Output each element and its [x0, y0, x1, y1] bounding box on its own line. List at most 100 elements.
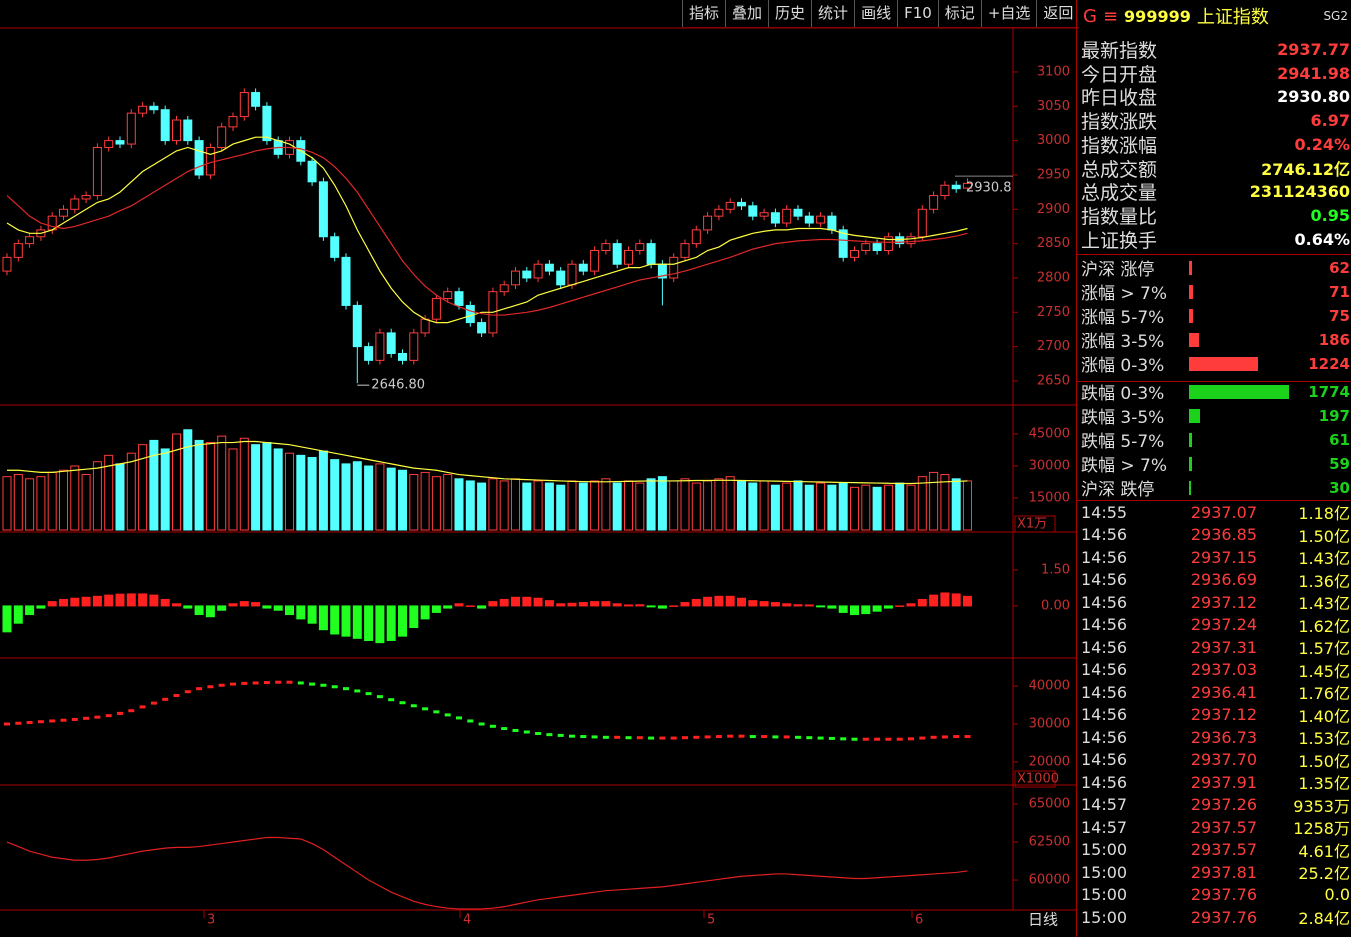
bar — [544, 482, 554, 531]
y-tick-label: 40000 — [1029, 679, 1070, 694]
bar — [160, 448, 170, 531]
toolbar-button[interactable]: F10 — [897, 0, 938, 27]
bar — [850, 605, 859, 616]
bar — [398, 605, 407, 637]
stat-row: 指数涨幅 0.24% — [1081, 133, 1350, 157]
toolbar-button[interactable]: +自选 — [980, 0, 1037, 27]
bar — [499, 598, 509, 607]
bar — [533, 597, 543, 607]
dot — [207, 685, 214, 689]
toolbar-button[interactable]: 叠加 — [725, 0, 768, 27]
toolbar-button[interactable]: 统计 — [811, 0, 854, 27]
bar — [624, 480, 633, 531]
toolbar-button[interactable]: 画线 — [854, 0, 897, 27]
bar — [92, 595, 102, 607]
dot — [896, 737, 903, 741]
dot — [444, 713, 451, 717]
trade-amount: 1.18亿 — [1298, 504, 1350, 523]
bar — [194, 439, 204, 531]
bar — [172, 603, 181, 607]
dot — [94, 715, 101, 719]
trade-price: 2937.91 — [1190, 772, 1257, 792]
toolbar-button[interactable]: 标记 — [937, 0, 981, 27]
candle-body — [431, 298, 441, 320]
candle-body — [567, 263, 577, 286]
dot — [173, 694, 180, 698]
candle-body — [816, 215, 826, 224]
dot — [320, 683, 327, 687]
unit-label: X1万 — [1017, 517, 1047, 532]
bar — [465, 480, 475, 531]
bar — [793, 480, 803, 531]
toolbar-button[interactable]: 返回 — [1036, 0, 1079, 27]
breadth-row: 涨幅 3-5% 186 — [1081, 328, 1350, 353]
divider — [1077, 381, 1351, 382]
candle-body — [725, 201, 735, 210]
breadth-count: 62 — [1329, 258, 1350, 277]
ma-line — [6, 146, 968, 316]
candle-body — [205, 146, 215, 176]
trade-row: 14:56 2936.73 1.53亿 — [1081, 726, 1350, 749]
dot — [139, 705, 146, 709]
candle-body — [872, 243, 882, 251]
trade-amount: 1.57亿 — [1298, 639, 1350, 658]
stat-row: 总成交量 231124360 — [1081, 180, 1350, 204]
trade-price: 2937.15 — [1190, 547, 1257, 567]
breadth-count: 61 — [1329, 430, 1350, 449]
bar — [556, 484, 566, 531]
bar — [285, 452, 294, 531]
y-tick-label: 15000 — [1029, 491, 1070, 506]
bar — [386, 605, 396, 641]
breadth-row: 跌幅 > 7% 59 — [1081, 452, 1350, 477]
candle-body — [13, 243, 23, 258]
panel-header: G ≡ 999999 上证指数 SG2 — [1083, 4, 1348, 29]
trade-time: 14:57 — [1081, 795, 1128, 814]
stat-value: 2930.80 — [1277, 87, 1350, 107]
trade-time: 14:56 — [1081, 592, 1128, 612]
trade-price: 2936.85 — [1190, 525, 1257, 544]
breadth-label: 沪深 跌停 — [1081, 480, 1155, 500]
breadth-bar — [1189, 308, 1194, 323]
bar — [827, 605, 837, 609]
stock-code: 999999 — [1124, 6, 1191, 26]
bar — [759, 480, 769, 531]
trade-price: 2937.31 — [1190, 637, 1257, 657]
bar — [601, 478, 611, 531]
y-tick-label: 1.50 — [1041, 562, 1070, 577]
bar — [544, 600, 554, 607]
bar — [262, 442, 272, 531]
candle-body — [341, 256, 351, 306]
bar — [25, 605, 35, 616]
toolbar-button[interactable]: 历史 — [768, 0, 811, 27]
trade-time: 15:00 — [1081, 907, 1128, 927]
trade-time: 14:56 — [1081, 637, 1128, 657]
bar — [782, 482, 792, 531]
bar — [816, 605, 826, 608]
bar — [217, 435, 227, 531]
y-tick-label: 3100 — [1037, 64, 1070, 79]
bar — [126, 593, 136, 607]
toolbar-button[interactable]: 指标 — [682, 0, 725, 27]
candle-body — [443, 291, 453, 300]
dot — [365, 692, 372, 696]
breadth-bar — [1189, 480, 1191, 495]
trade-amount: 0.0 — [1324, 885, 1350, 904]
candle-body — [183, 119, 193, 142]
bar — [443, 605, 453, 609]
breadth-label: 跌幅 5-7% — [1081, 432, 1165, 452]
breadth-row: 沪深 涨停 62 — [1081, 256, 1350, 281]
dot — [772, 735, 779, 739]
breadth-count: 1224 — [1308, 354, 1350, 373]
y-tick-label: 45000 — [1029, 427, 1070, 442]
trade-amount: 25.2亿 — [1298, 864, 1350, 883]
bar — [228, 603, 238, 607]
trade-row: 14:56 2936.69 1.36亿 — [1081, 569, 1350, 591]
candle-body — [25, 236, 35, 245]
bar — [680, 478, 690, 531]
dot — [150, 701, 157, 705]
dot — [241, 681, 248, 685]
breadth-count: 75 — [1329, 306, 1350, 325]
bar — [420, 605, 430, 620]
dot — [512, 728, 519, 732]
stat-value: 0.64% — [1294, 229, 1350, 249]
